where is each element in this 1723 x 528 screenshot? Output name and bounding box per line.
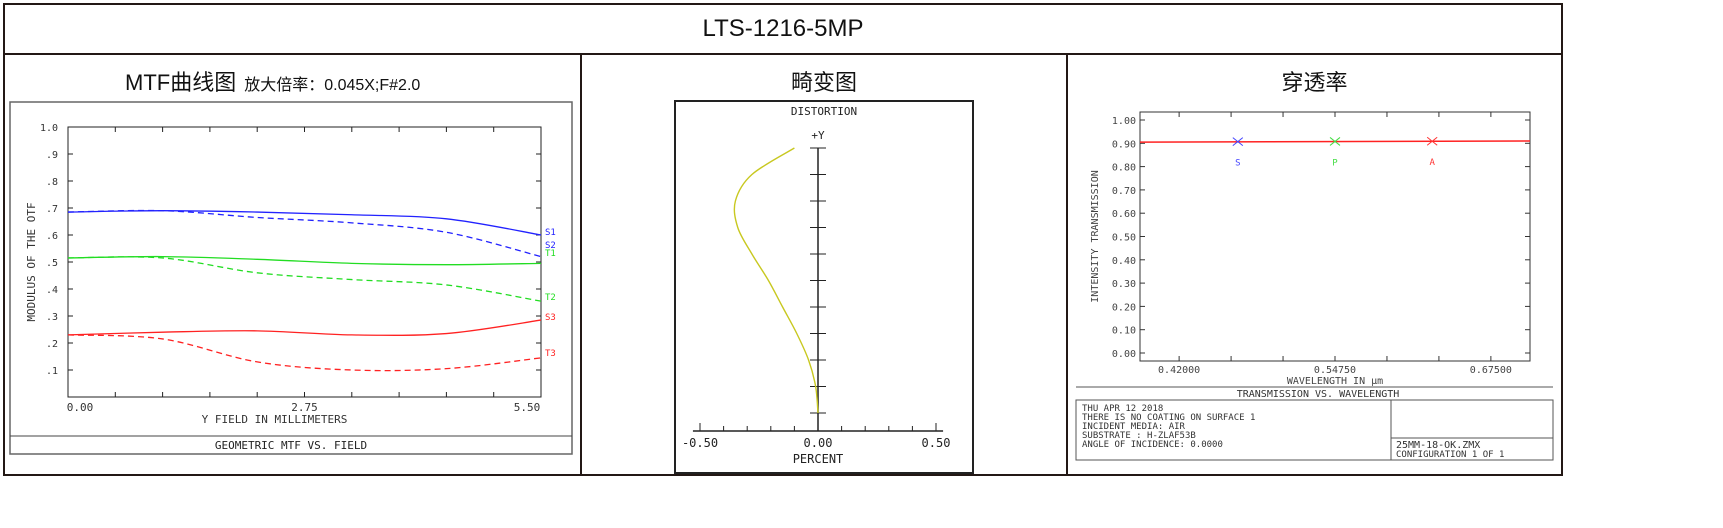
trans-ytick-label: 0.80 (1112, 163, 1136, 174)
trans-file-name: 25MM-18-OK.ZMX (1396, 440, 1480, 451)
trans-xtick-label: 0.54750 (1314, 365, 1356, 376)
mtf-ytick-label: .7 (46, 204, 58, 215)
distortion-panel: 畸变图 DISTORTION +Y -0.50 0.00 0.50 PERCENT (582, 55, 1068, 476)
mtf-xlabel: Y FIELD IN MILLIMETERS (202, 413, 348, 426)
mtf-ytick-label: .1 (46, 366, 58, 377)
trans-marker-label-S: S (1235, 159, 1240, 169)
distortion-heading: 畸变图 (790, 70, 857, 95)
report-frame: LTS-1216-5MP MTF曲线图 放大倍率：0.045X;F#2.0 GEO… (3, 3, 1563, 476)
transmission-panel: 穿透率 TRANSMISSION VS. WAVELENGTH THU APR 1… (1068, 55, 1561, 476)
trans-ytick-label: 0.90 (1112, 139, 1136, 150)
trans-marker-P (1329, 137, 1341, 146)
mtf-plot-frame (9, 101, 573, 455)
mtf-footer-title: GEOMETRIC MTF VS. FIELD (215, 439, 367, 452)
mtf-chart: GEOMETRIC MTF VS. FIELD .1 .2 .3 .4 .5 .6 .7 .8.… (9, 101, 573, 455)
trans-marker-A (1426, 136, 1438, 146)
mtf-ytick-label: .9 (46, 150, 58, 161)
trans-xtick-label: 0.67500 (1470, 365, 1512, 376)
trans-ytick-label: 0.70 (1112, 186, 1136, 197)
trans-plot-area (1139, 111, 1531, 362)
mtf-panel: MTF曲线图 放大倍率：0.045X;F#2.0 GEOMETRIC MTF VS… (5, 55, 582, 476)
distortion-title: DISTORTION (791, 105, 857, 118)
mtf-ytick-label: .4 (46, 285, 58, 296)
mtf-legend-S2: S2 (545, 241, 556, 251)
mtf-series-S1 (67, 210, 542, 236)
trans-ytick-label: 0.00 (1112, 349, 1136, 360)
mtf-series-S3 (67, 319, 542, 336)
mtf-legend-T1: T1 (545, 249, 556, 259)
mtf-ytick-label: 1.0 (40, 123, 58, 134)
trans-xlabel: WAVELENGTH IN µm (1287, 376, 1383, 387)
mtf-legend-T2: T2 (545, 293, 556, 303)
mtf-series-T1 (67, 255, 542, 266)
mtf-xtick-label: 2.75 (291, 401, 318, 414)
trans-ytick-label: 0.10 (1112, 326, 1136, 337)
trans-info-line: ANGLE OF INCIDENCE: 0.0000 (1082, 440, 1223, 450)
page-title: LTS-1216-5MP (5, 5, 1561, 55)
trans-info-box (1075, 399, 1554, 461)
trans-xtick-label: 0.42000 (1158, 365, 1200, 376)
mtf-ytick-label: .3 (46, 312, 58, 323)
trans-ytick-label: 0.20 (1112, 302, 1136, 313)
mtf-title: MTF曲线图 (125, 70, 237, 95)
trans-info-line: INCIDENT MEDIA: AIR (1082, 422, 1186, 432)
transmission-heading: 穿透率 (1281, 70, 1348, 95)
trans-ylabel: INTENSITY TRANSMISSION (1090, 170, 1101, 302)
mtf-series-T2 (67, 256, 542, 302)
trans-ytick-label: 0.30 (1112, 279, 1136, 290)
distortion-xlabel: PERCENT (793, 452, 844, 466)
trans-marker-label-A: A (1429, 158, 1435, 168)
distortion-xtick-label: -0.50 (682, 436, 718, 450)
trans-marker-label-P: P (1332, 158, 1338, 168)
mtf-legend-S1: S1 (545, 228, 556, 238)
mtf-ytick-label: .2 (46, 339, 58, 350)
mtf-xtick-label: 5.50 (514, 401, 541, 414)
mtf-series-S2 (67, 209, 542, 258)
distortion-frame (674, 100, 974, 474)
mtf-ytick-label: .5 (46, 258, 58, 269)
mtf-xtick-label: 0.00 (67, 401, 94, 414)
mtf-ytick-label: .8 (46, 177, 58, 188)
mtf-subtitle: 放大倍率：0.045X;F#2.0 (244, 77, 421, 94)
trans-ytick-label: 0.50 (1112, 233, 1136, 244)
trans-ytick-label: 0.60 (1112, 209, 1136, 220)
trans-info-line: THERE IS NO COATING ON SURFACE 1 (1082, 413, 1255, 423)
trans-marker-S (1232, 137, 1244, 147)
mtf-series-T3 (67, 334, 542, 372)
distortion-xtick-label: 0.00 (804, 436, 833, 450)
mtf-legend-T3: T3 (545, 349, 556, 359)
mtf-heading: MTF曲线图 放大倍率：0.045X;F#2.0 (125, 65, 420, 97)
mtf-legend-S3: S3 (545, 313, 556, 323)
distortion-yaxis-label: +Y (811, 129, 825, 142)
mtf-ytick-label: .6 (46, 231, 58, 242)
mtf-ylabel: MODULUS OF THE OTF (25, 202, 38, 321)
trans-config: CONFIGURATION 1 OF 1 (1396, 450, 1504, 460)
distortion-curve (733, 147, 819, 414)
transmission-chart: TRANSMISSION VS. WAVELENGTH THU APR 12 20… (1075, 111, 1554, 461)
trans-info-line: THU APR 12 2018 (1082, 404, 1163, 414)
trans-info-line: SUBSTRATE : H-ZLAF53B (1082, 431, 1196, 441)
trans-ytick-label: 0.40 (1112, 256, 1136, 267)
trans-footer-title: TRANSMISSION VS. WAVELENGTH (1237, 389, 1400, 400)
distortion-xtick-label: 0.50 (922, 436, 951, 450)
trans-ytick-label: 1.00 (1112, 116, 1136, 127)
distortion-chart: DISTORTION +Y -0.50 0.00 0.50 PERCENT (674, 100, 974, 474)
